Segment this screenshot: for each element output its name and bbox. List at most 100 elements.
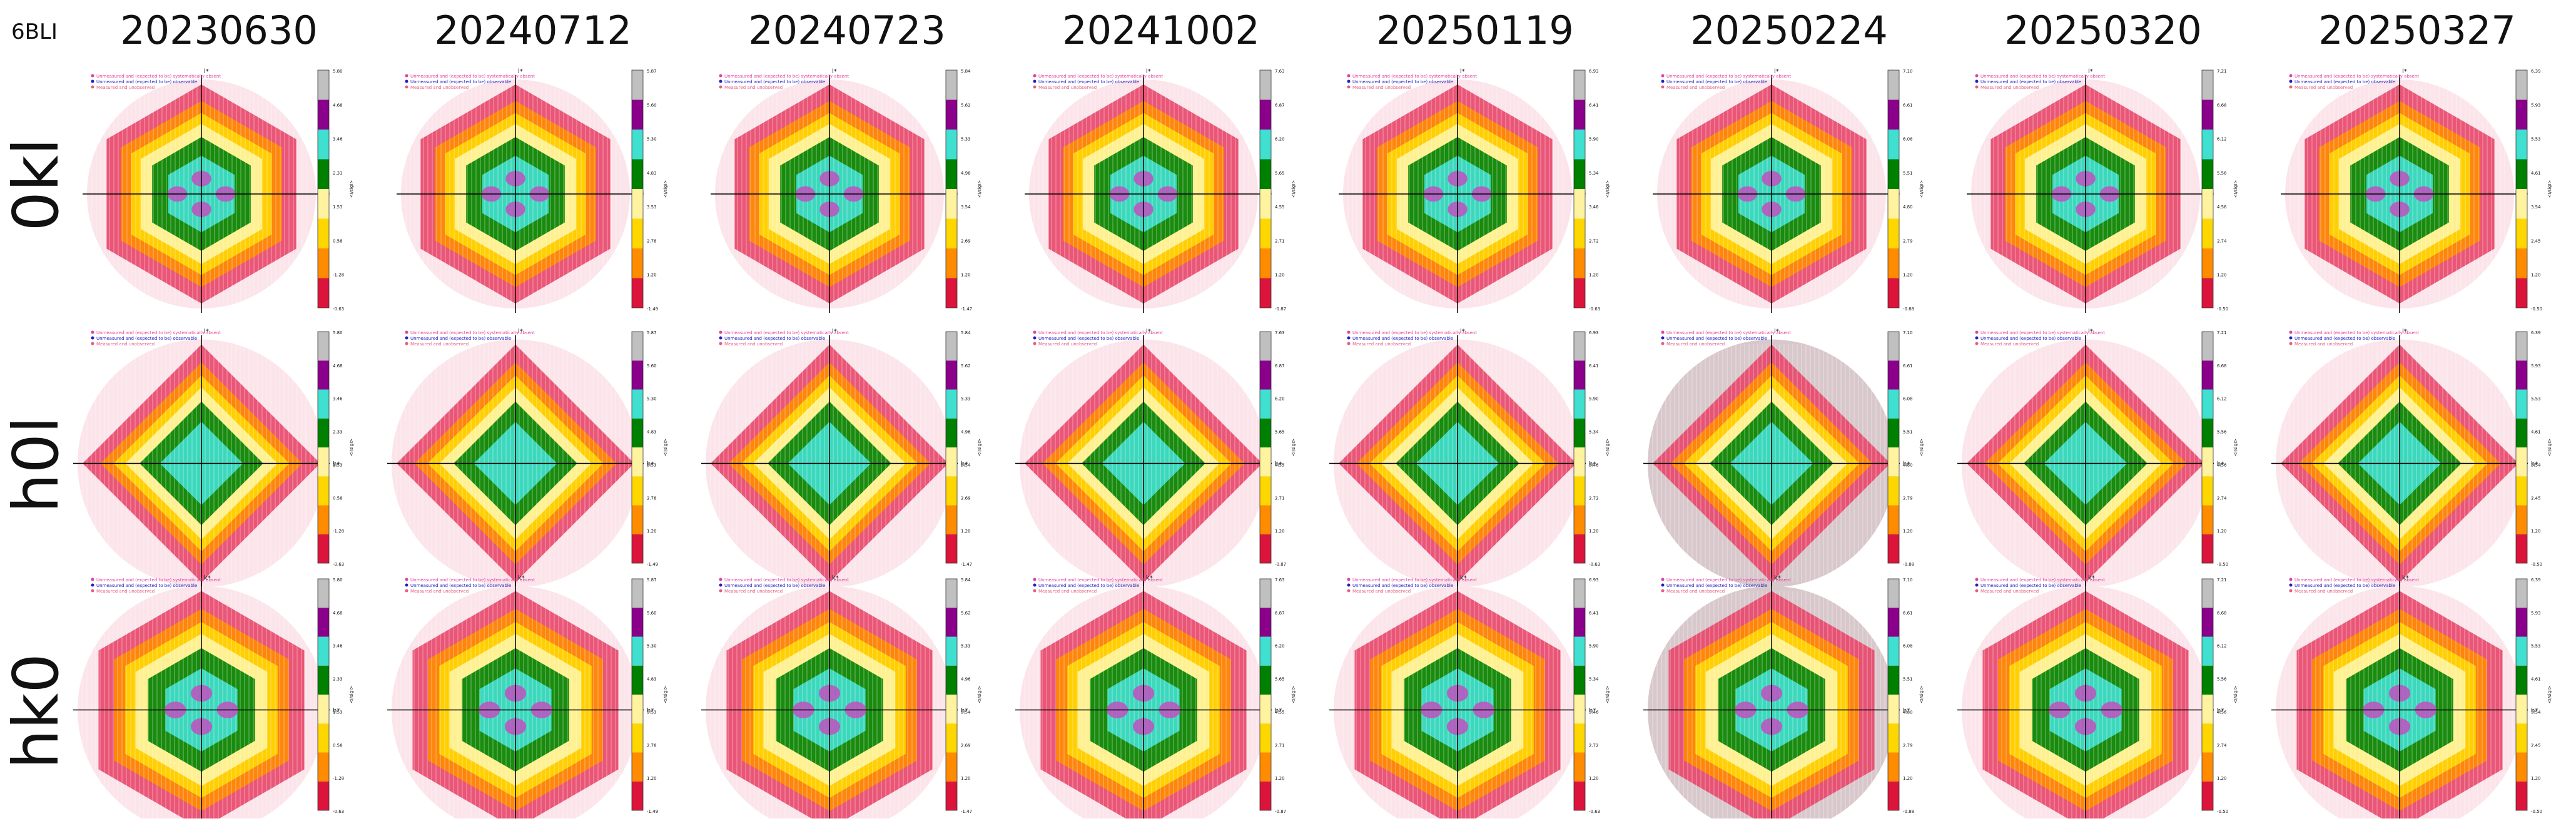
colorbar-tick-label: -0.50 — [2217, 307, 2228, 312]
colorbar-segment — [2516, 189, 2527, 219]
colorbar-axis-label: <I/sigI> — [349, 686, 354, 703]
axis-label-horizontal: h* — [1275, 461, 1282, 468]
colorbar-tick-label: 5.51 — [1903, 430, 1913, 435]
colorbar-segment — [632, 447, 643, 477]
legend-entry: Unmeasured and (expected to be) systemat… — [1980, 330, 2105, 335]
colorbar-tick-label: 6.20 — [1275, 137, 1285, 142]
legend-marker — [91, 578, 94, 581]
legend-entry: Unmeasured and (expected to be) systemat… — [410, 74, 535, 79]
colorbar-segment — [1260, 608, 1271, 637]
legend-entry: Unmeasured and (expected to be) systemat… — [724, 74, 849, 79]
colorbar-tick-label: 4.80 — [1903, 462, 1913, 467]
colorbar-segment — [1574, 636, 1585, 666]
colorbar-tick-label: 5.65 — [1275, 171, 1285, 176]
colorbar-segment — [1574, 130, 1585, 160]
colorbar-segment — [1888, 248, 1899, 278]
legend-entry: Measured and unobserved — [724, 342, 783, 347]
colorbar-tick-label: 0.58 — [333, 496, 343, 501]
colorbar-segment — [1888, 447, 1899, 477]
axis-label-vertical: l* — [2088, 68, 2093, 75]
legend-marker — [1975, 79, 1979, 83]
colorbar-tick-label: 4.56 — [2217, 462, 2227, 467]
legend-marker — [1033, 79, 1037, 83]
column-title-20250320: 20250320 — [2004, 8, 2202, 53]
colorbar-segment — [946, 636, 957, 666]
colorbar-axis-label: <I/sigI> — [1605, 686, 1610, 703]
legend-entry: Unmeasured and (expected to be) systemat… — [1352, 330, 1477, 335]
legend-entry: Unmeasured and (expected to be) systemat… — [1666, 74, 1791, 79]
colorbar-segment — [2202, 70, 2213, 100]
legend-marker — [1347, 336, 1351, 340]
colorbar-tick-label: 5.53 — [2531, 137, 2541, 142]
legend-marker — [1975, 85, 1979, 89]
panel-h0l-20250224: h*l*Unmeasured and (expected to be) syst… — [1643, 329, 1924, 592]
legend-entry: Measured and unobserved — [1038, 342, 1097, 347]
colorbar-tick-label: 6.61 — [1903, 103, 1913, 108]
colorbar-segment — [1260, 189, 1271, 219]
colorbar-segment — [1888, 278, 1899, 308]
legend-marker — [1033, 336, 1037, 340]
legend-entry: Unmeasured and (expected to be) observab… — [1352, 336, 1453, 341]
legend-marker — [719, 74, 723, 78]
column-title-20250327: 20250327 — [2318, 8, 2516, 53]
colorbar-tick-label: 6.20 — [1275, 644, 1285, 649]
axis-label-horizontal: h* — [961, 461, 968, 468]
colorbar-tick-label: 5.30 — [647, 644, 657, 649]
colorbar-tick-label: 5.84 — [961, 578, 971, 583]
colorbar-segment — [2202, 99, 2213, 130]
colorbar-tick-label: 5.90 — [1589, 137, 1599, 142]
legend-marker — [719, 578, 723, 581]
colorbar-segment — [1260, 665, 1271, 695]
colorbar-tick-label: 2.69 — [961, 496, 971, 501]
colorbar-segment — [2516, 248, 2527, 278]
colorbar-segment — [2202, 218, 2213, 248]
colorbar-segment — [1888, 360, 1899, 390]
colorbar-segment — [946, 752, 957, 782]
legend-marker — [1347, 85, 1351, 89]
colorbar-tick-label: 1.20 — [647, 776, 657, 781]
colorbar-tick-label: 4.83 — [647, 171, 657, 176]
legend-marker — [1033, 74, 1037, 78]
colorbar-tick-label: 2.79 — [1903, 743, 1913, 748]
legend-entry: Unmeasured and (expected to be) observab… — [1352, 583, 1453, 588]
colorbar-segment — [1260, 332, 1271, 361]
colorbar-tick-label: -0.63 — [1589, 562, 1600, 567]
colorbar-tick-label: -0.63 — [1589, 307, 1600, 312]
legend-marker — [2289, 79, 2293, 83]
colorbar-segment — [2202, 781, 2213, 810]
colorbar-axis-label: <I/sigI> — [1919, 439, 1924, 456]
legend-entry: Unmeasured and (expected to be) systemat… — [410, 578, 535, 583]
colorbar-tick-label: 4.61 — [2531, 430, 2541, 435]
colorbar-segment — [318, 159, 329, 189]
colorbar-segment — [2516, 332, 2527, 361]
legend-marker — [1347, 589, 1351, 593]
colorbar-segment — [946, 332, 957, 361]
colorbar-tick-label: 5.87 — [647, 69, 657, 74]
colorbar-tick-label: 3.46 — [1589, 462, 1599, 467]
colorbar-segment — [2516, 476, 2527, 506]
legend-marker — [719, 336, 723, 340]
legend-marker — [1033, 583, 1037, 587]
legend-entry: Unmeasured and (expected to be) systemat… — [1980, 578, 2105, 583]
axis-label-horizontal: h* — [1589, 708, 1596, 715]
colorbar-segment — [1260, 159, 1271, 189]
axis-label-vertical: l* — [832, 329, 837, 335]
legend-marker — [1347, 74, 1351, 78]
colorbar-tick-label: 2.74 — [2217, 238, 2227, 243]
legend-marker — [1347, 342, 1351, 345]
colorbar-segment — [946, 159, 957, 189]
colorbar-tick-label: 4.55 — [1275, 710, 1285, 715]
legend-marker — [91, 85, 94, 89]
colorbar-segment — [2516, 278, 2527, 308]
legend-marker — [405, 79, 408, 83]
colorbar-segment — [946, 665, 957, 695]
colorbar-segment — [2516, 159, 2527, 189]
legend-marker — [1975, 74, 1979, 78]
legend-entry: Measured and unobserved — [1980, 589, 2039, 594]
legend-marker — [1975, 578, 1979, 581]
colorbar-segment — [632, 278, 643, 308]
axis-label-vertical: k* — [518, 575, 525, 582]
colorbar-segment — [1260, 248, 1271, 278]
